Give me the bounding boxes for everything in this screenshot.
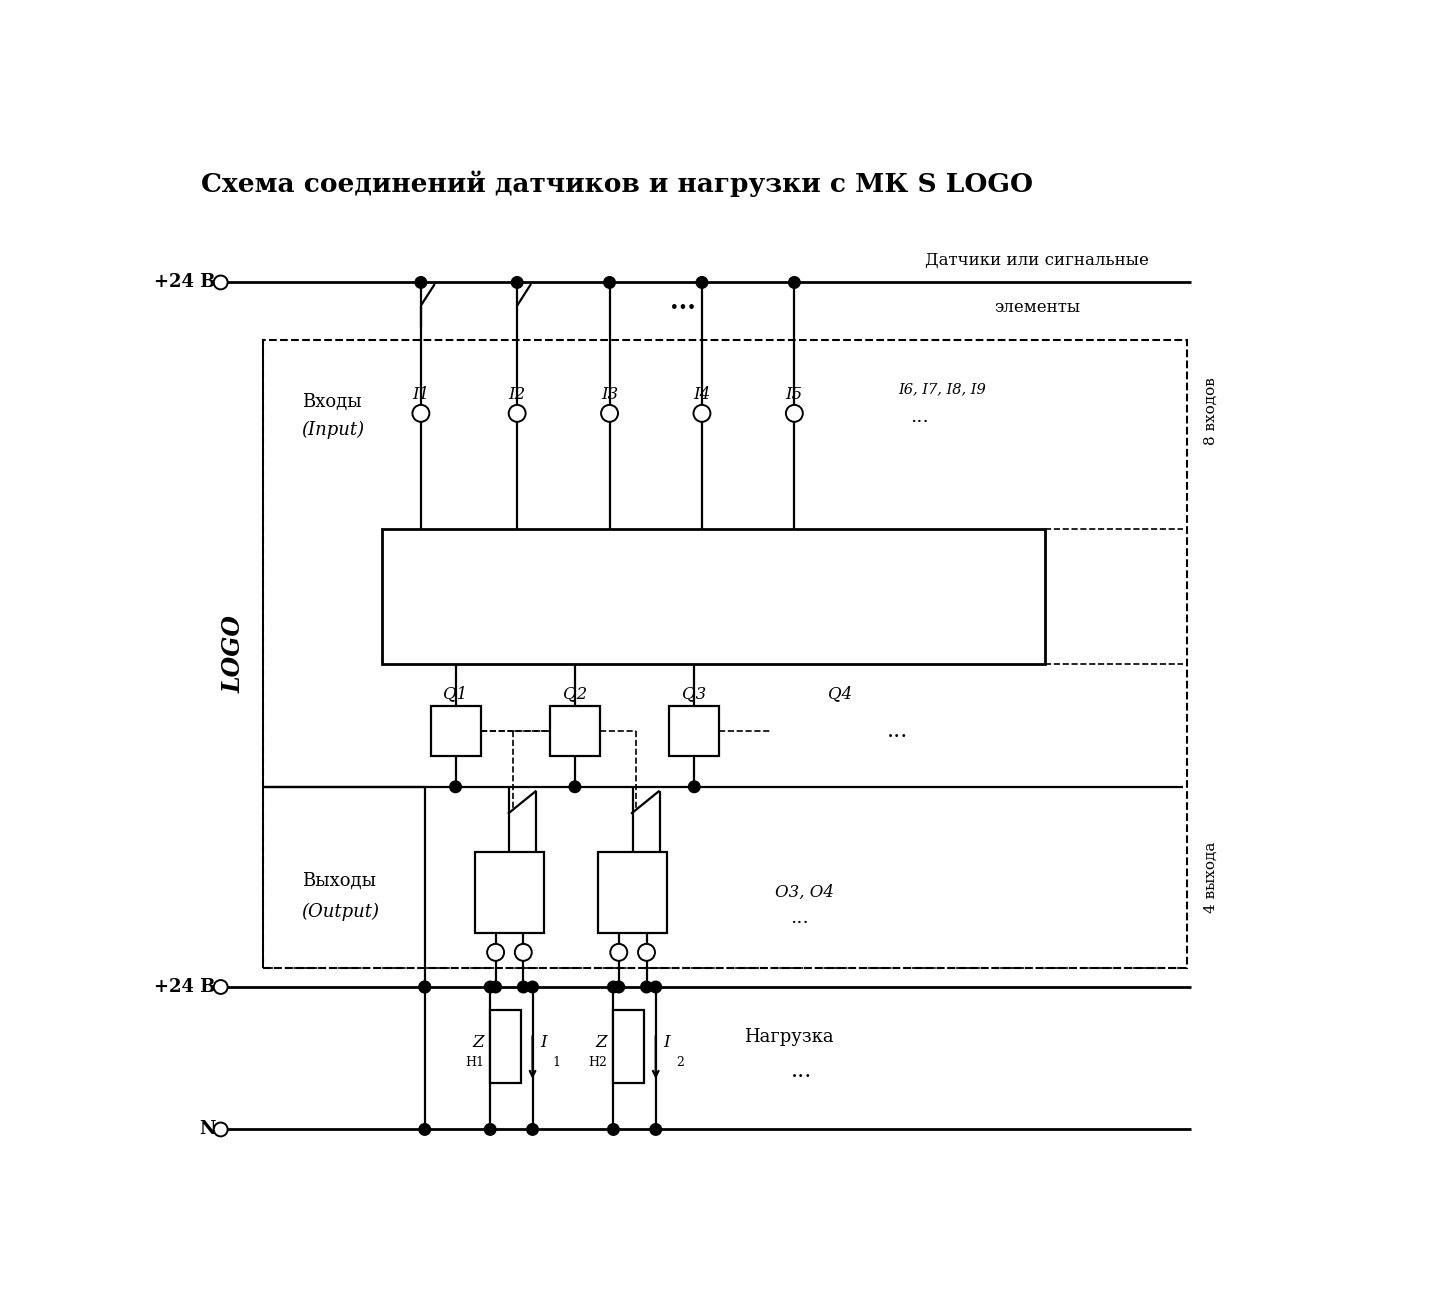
Text: Q1: Q1 xyxy=(443,685,467,702)
Text: I: I xyxy=(540,1035,547,1052)
Text: Q2: Q2 xyxy=(563,685,587,702)
Circle shape xyxy=(607,1124,619,1136)
Text: Схема соединений датчиков и нагрузки с МК S LOGO: Схема соединений датчиков и нагрузки с М… xyxy=(201,171,1033,197)
Text: ...: ... xyxy=(670,290,696,313)
Bar xyxy=(490,1010,522,1083)
Circle shape xyxy=(610,944,627,961)
Text: Входы: Входы xyxy=(302,392,362,411)
Text: Выходы: Выходы xyxy=(302,872,376,890)
Text: 2: 2 xyxy=(676,1055,683,1068)
Text: I1: I1 xyxy=(413,386,430,403)
Text: Нагрузка: Нагрузка xyxy=(745,1028,835,1046)
Text: Q3: Q3 xyxy=(682,685,706,702)
Text: ...: ... xyxy=(790,1061,812,1083)
Text: I2: I2 xyxy=(509,386,526,403)
Circle shape xyxy=(604,277,616,289)
Text: Коммутационная программа S LOGO: Коммутационная программа S LOGO xyxy=(516,569,912,585)
Circle shape xyxy=(527,982,539,993)
Text: I5: I5 xyxy=(786,386,803,403)
Text: 1: 1 xyxy=(553,1055,560,1068)
Circle shape xyxy=(484,982,496,993)
Text: Z: Z xyxy=(473,1035,484,1052)
Text: (Output): (Output) xyxy=(302,903,380,921)
Bar xyxy=(613,1010,644,1083)
Text: (Input): (Input) xyxy=(302,421,364,439)
Circle shape xyxy=(214,1123,227,1137)
Text: I6, I7, I8, I9: I6, I7, I8, I9 xyxy=(899,382,986,396)
Text: I: I xyxy=(663,1035,670,1052)
Circle shape xyxy=(607,982,619,993)
Circle shape xyxy=(640,982,652,993)
Text: +24 В: +24 В xyxy=(154,978,216,996)
Text: H1: H1 xyxy=(464,1055,484,1068)
Text: LOGO: LOGO xyxy=(221,615,246,693)
Circle shape xyxy=(602,405,617,422)
Circle shape xyxy=(214,276,227,289)
Text: Q4: Q4 xyxy=(829,685,853,702)
Text: ...: ... xyxy=(790,909,809,927)
Circle shape xyxy=(789,277,800,289)
Circle shape xyxy=(786,405,803,422)
Text: I3: I3 xyxy=(602,386,619,403)
Circle shape xyxy=(490,982,502,993)
Circle shape xyxy=(419,982,430,993)
Text: N: N xyxy=(199,1120,216,1138)
Circle shape xyxy=(414,277,427,289)
Circle shape xyxy=(517,982,529,993)
Circle shape xyxy=(419,1124,430,1136)
Bar xyxy=(597,852,667,934)
Bar xyxy=(430,706,480,756)
Text: O3, O4: O3, O4 xyxy=(775,884,835,901)
Text: 8 входов: 8 входов xyxy=(1205,378,1218,445)
Circle shape xyxy=(637,944,654,961)
Text: O2: O2 xyxy=(619,883,647,901)
Text: H2: H2 xyxy=(589,1055,607,1068)
Text: I4: I4 xyxy=(693,386,710,403)
Text: ...: ... xyxy=(887,720,907,742)
Circle shape xyxy=(693,405,710,422)
Text: 4 выхода: 4 выхода xyxy=(1205,842,1218,913)
Text: Датчики или сигнальные: Датчики или сигнальные xyxy=(925,251,1149,268)
Text: Z: Z xyxy=(596,1035,607,1052)
Circle shape xyxy=(512,277,523,289)
Bar xyxy=(550,706,600,756)
Circle shape xyxy=(487,944,504,961)
Circle shape xyxy=(650,1124,662,1136)
Text: ...: ... xyxy=(910,408,929,426)
Bar xyxy=(669,706,719,756)
Circle shape xyxy=(650,982,662,993)
Text: элементы: элементы xyxy=(993,299,1080,316)
Circle shape xyxy=(689,781,700,793)
Text: O1: O1 xyxy=(496,883,523,901)
Bar xyxy=(474,852,544,934)
Circle shape xyxy=(419,982,430,993)
Text: (LAD или FBD): (LAD или FBD) xyxy=(637,610,789,628)
Circle shape xyxy=(569,781,580,793)
Circle shape xyxy=(509,405,526,422)
Circle shape xyxy=(450,781,462,793)
Circle shape xyxy=(613,982,624,993)
Circle shape xyxy=(413,405,429,422)
Circle shape xyxy=(527,1124,539,1136)
Circle shape xyxy=(214,980,227,995)
Text: +24 В: +24 В xyxy=(154,273,216,291)
Circle shape xyxy=(696,277,707,289)
Circle shape xyxy=(484,1124,496,1136)
Bar xyxy=(383,528,1045,663)
Circle shape xyxy=(514,944,532,961)
